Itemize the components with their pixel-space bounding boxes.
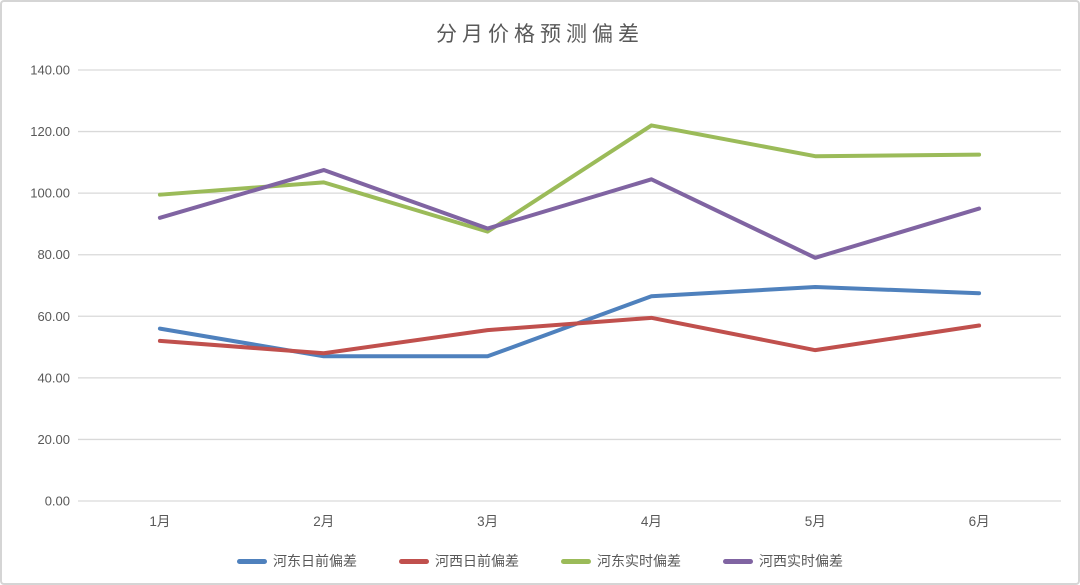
legend-item-hedong-dayahead: 河东日前偏差	[237, 551, 357, 571]
legend-marker-hexi-realtime	[723, 558, 753, 564]
x-tick-label: 6月	[969, 514, 990, 529]
y-tick-label: 40.00	[37, 370, 70, 385]
y-tick-label: 0.00	[45, 494, 70, 509]
x-tick-label: 5月	[805, 514, 826, 529]
legend-item-hedong-realtime: 河东实时偏差	[561, 551, 681, 571]
series-line-hexi-dayahead	[157, 315, 982, 356]
x-tick-label: 2月	[313, 514, 334, 529]
y-tick-label: 60.00	[37, 309, 70, 324]
legend-label-hexi-dayahead: 河西日前偏差	[435, 554, 519, 570]
legend-item-hexi-dayahead: 河西日前偏差	[399, 551, 519, 571]
y-tick-label: 100.00	[30, 186, 70, 201]
legend-label-hexi-realtime: 河西实时偏差	[759, 554, 843, 570]
legend-item-hexi-realtime: 河西实时偏差	[723, 551, 843, 571]
legend-marker-hedong-realtime	[561, 558, 591, 564]
series-line-hedong-realtime	[157, 123, 982, 234]
x-tick-label: 1月	[149, 514, 170, 529]
x-tick-label: 4月	[641, 514, 662, 529]
y-tick-label: 20.00	[37, 432, 70, 447]
series-line-hexi-realtime	[157, 168, 982, 260]
legend-marker-hexi-dayahead	[399, 558, 429, 564]
y-tick-label: 80.00	[37, 247, 70, 262]
y-tick-label: 140.00	[30, 63, 70, 78]
x-tick-label: 3月	[477, 514, 498, 529]
legend: 河东日前偏差 河西日前偏差 河东实时偏差 河西实时偏差	[2, 548, 1078, 574]
chart-title: 分月价格预测偏差	[436, 22, 644, 46]
y-tick-label: 120.00	[30, 124, 70, 139]
legend-label-hedong-dayahead: 河东日前偏差	[273, 554, 357, 570]
legend-label-hedong-realtime: 河东实时偏差	[597, 554, 681, 570]
legend-marker-hedong-dayahead	[237, 558, 267, 564]
